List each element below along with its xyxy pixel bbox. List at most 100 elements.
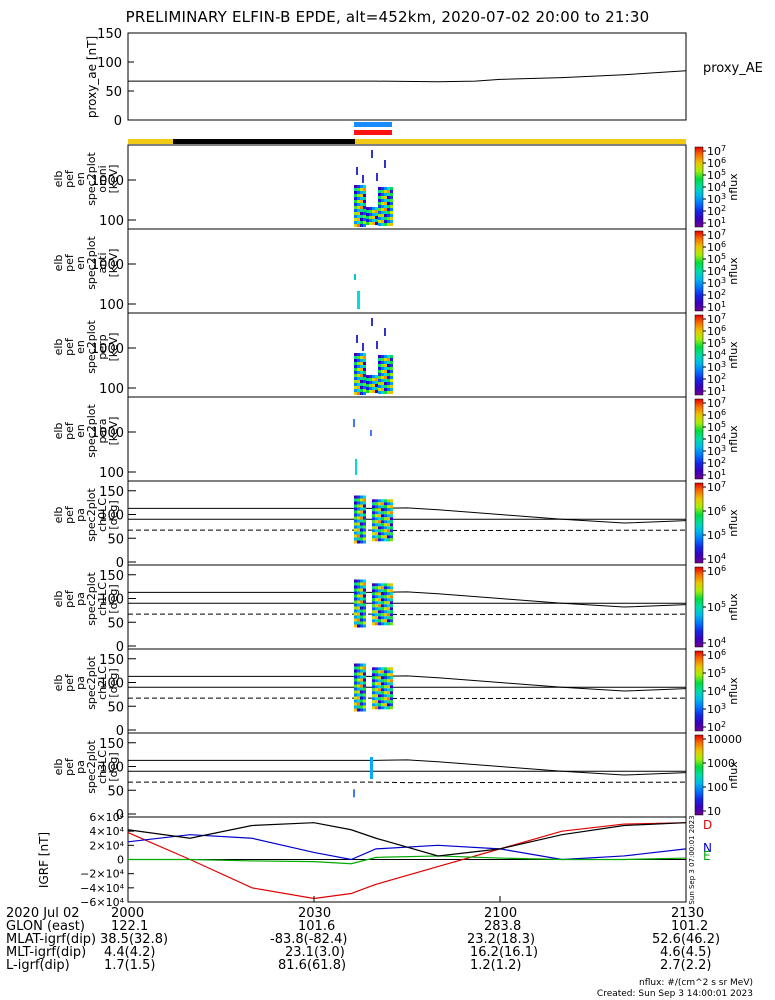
- pitch-panel-1-spectrum-cell: [390, 589, 393, 593]
- pitch-panel-0-spectrum-cell: [384, 535, 387, 539]
- energy-panel-2-spectrum-cell: [378, 388, 381, 391]
- pitch-panel-1-spectrum-cell: [363, 609, 366, 613]
- energy-panel-0-spectrum-cell: [363, 215, 366, 218]
- energy-panel-0-spectrum-cell: [384, 199, 387, 202]
- pitch-panel-2-spectrum-cell: [363, 708, 366, 712]
- pitch-panel-2-spectrum-cell: [384, 694, 387, 698]
- pitch-panel-1-spectrum-cell: [390, 622, 393, 626]
- energy-panel-0-spectrum-cell: [366, 207, 369, 210]
- pitch-panel-0-spectrum-cell: [354, 525, 357, 529]
- pitch-panel-2-spectrum-cell: [360, 705, 363, 709]
- pitch-panel-1-spectrum-cell: [384, 595, 387, 599]
- energy-panel-2-spectrum-cell: [354, 386, 357, 389]
- pitch-panel-0-spectrum-cell: [363, 495, 366, 499]
- energy-panel-2-spectrum-cell: [387, 373, 390, 376]
- pitch-panel-0-spectrum-cell: [387, 520, 390, 524]
- pitch-panel-1-spectrum-cell: [357, 609, 360, 613]
- energy-panel-2-spectrum-cell: [360, 386, 363, 389]
- energy-panel-0-spectrum-cell: [390, 199, 393, 202]
- pitch-panel-2-spectrum-cell: [378, 667, 381, 671]
- pitch-panel-2-spectrum-cell: [354, 702, 357, 706]
- pitch-panel-2-spectrum-cell: [354, 708, 357, 712]
- igrf-legend-E: E: [703, 849, 711, 863]
- pitch-panel-1-spectrum-cell: [360, 588, 363, 592]
- energy-panel-0-spectrum-cell: [378, 190, 381, 193]
- pitch-panel-0-spectrum-cell: [354, 498, 357, 502]
- pitch-panel-0-spectrum-cell: [360, 504, 363, 508]
- energy-panel-3-colorbar-tick-label: 105: [707, 420, 726, 434]
- pitch-panel-1-spectrum-cell: [375, 613, 378, 617]
- energy-panel-0-spectrum-cell: [387, 220, 390, 223]
- pitch-panel-0-frame: [127, 480, 687, 566]
- pitch-panel-0-spectrum-cell: [372, 511, 375, 515]
- pitch-panel-0-spectrum-cell: [375, 538, 378, 542]
- pitch-panel-3-ytick-label: 100: [99, 761, 124, 776]
- pitch-panel-2-spectrum-cell: [363, 705, 366, 709]
- pitch-panel-2-colorbar-tick-label: 106: [707, 648, 726, 662]
- pitch-panel-1-spectrum-cell: [360, 579, 363, 583]
- energy-panel-0-spectrum-cell: [375, 219, 378, 222]
- pitch-panel-1-spectrum-cell: [378, 619, 381, 623]
- energy-panel-3-cbar-label: nflux: [727, 425, 740, 453]
- energy-panel-2-spectrum-cell: [360, 359, 363, 362]
- pitch-panel-1-spectrum-cell: [354, 600, 357, 604]
- pitch-panel-1-spectrum-cell: [387, 604, 390, 608]
- pitch-panel-2-ylabel: elbpefpaspec2plotch2LC[deg]: [52, 656, 120, 710]
- pitch-panel-3-colorbar: [694, 734, 704, 816]
- energy-panel-0-spectrum-cell: [360, 197, 363, 200]
- energy-panel-0-colorbar-tick-label: 103: [707, 192, 726, 206]
- energy-panel-2-spectrum-cell: [390, 379, 393, 382]
- pitch-panel-0-spectrum-cell: [390, 526, 393, 530]
- energy-panel-2-spectrum-cell: [378, 364, 381, 367]
- energy-panel-0-spectrum-cell: [362, 175, 364, 183]
- energy-panel-0-spectrum-cell: [375, 210, 378, 213]
- pitch-panel-1-spectrum-cell: [378, 589, 381, 593]
- pitch-panel-1-spectrum-cell: [354, 582, 357, 586]
- pitch-panel-1-spectrum-cell: [387, 589, 390, 593]
- pitch-panel-2-spectrum-cell: [381, 688, 384, 692]
- pitch-panel-0-spectrum-cell: [378, 538, 381, 542]
- pitch-panel-0-spectrum-cell: [357, 501, 360, 505]
- energy-panel-0-spectrum-cell: [381, 190, 384, 193]
- energy-panel-0-spectrum-cell: [390, 193, 393, 196]
- footer-time-2: 2100: [484, 906, 518, 921]
- energy-panel-0-spectrum-cell: [369, 219, 372, 222]
- igrf-ytick-label: −4×10⁴: [80, 882, 124, 895]
- pitch-panel-1-spectrum-cell: [384, 610, 387, 614]
- pitch-panel-2-spectrum-cell: [354, 684, 357, 688]
- energy-panel-2-spectrum-cell: [384, 355, 387, 358]
- pitch-panel-3-colorbar-tick-label: 100: [707, 781, 728, 794]
- pitch-panel-1-spectrum-cell: [363, 582, 366, 586]
- pitch-panel-1-loss-cone-line: [128, 591, 687, 608]
- pitch-panel-0-spectrum-cell: [372, 508, 375, 512]
- energy-panel-2-spectrum-cell: [354, 392, 357, 395]
- pitch-panel-0-spectrum-cell: [363, 522, 366, 526]
- footer-time-label: 2020 Jul 02: [6, 906, 80, 921]
- pitch-panel-0-spectrum-cell: [357, 525, 360, 529]
- energy-panel-0-spectrum-cell: [360, 200, 363, 203]
- pitch-panel-0-spectrum-cell: [357, 507, 360, 511]
- pitch-panel-1-spectrum-cell: [363, 618, 366, 622]
- pitch-panel-2-spectrum-cell: [378, 676, 381, 680]
- energy-panel-2-spectrum-cell: [390, 388, 393, 391]
- pitch-panel-1-spectrum-cell: [387, 601, 390, 605]
- pitch-panel-1-spectrum-cell: [357, 612, 360, 616]
- pitch-panel-2-spectrum-cell: [381, 706, 384, 710]
- energy-panel-0-spectrum-cell: [384, 193, 387, 196]
- energy-panel-1-colorbar-tick-label: 104: [707, 264, 726, 278]
- pitch-panel-1-frame: [127, 564, 687, 650]
- pitch-panel-2-spectrum-cell: [354, 663, 357, 667]
- energy-panel-0-spectrum-cell: [372, 207, 375, 210]
- energy-panel-0-spectrum-cell: [357, 197, 360, 200]
- pitch-panel-2-spectrum-cell: [384, 700, 387, 704]
- energy-panel-0-spectrum-cell: [378, 220, 381, 223]
- footer-glon-label: GLON (east): [6, 919, 85, 934]
- pitch-panel-0-spectrum-cell: [363, 537, 366, 541]
- energy-panel-0-spectrum-cell: [387, 208, 390, 211]
- energy-panel-2-spectrum-cell: [378, 367, 381, 370]
- pitch-panel-0-spectrum-cell: [390, 517, 393, 521]
- energy-panel-2-colorbar-tick-label: 101: [707, 384, 726, 398]
- pitch-panel-0-spectrum-cell: [381, 520, 384, 524]
- pitch-panel-1-spectrum-cell: [372, 610, 375, 614]
- pitch-panel-1-spectrum-cell: [375, 598, 378, 602]
